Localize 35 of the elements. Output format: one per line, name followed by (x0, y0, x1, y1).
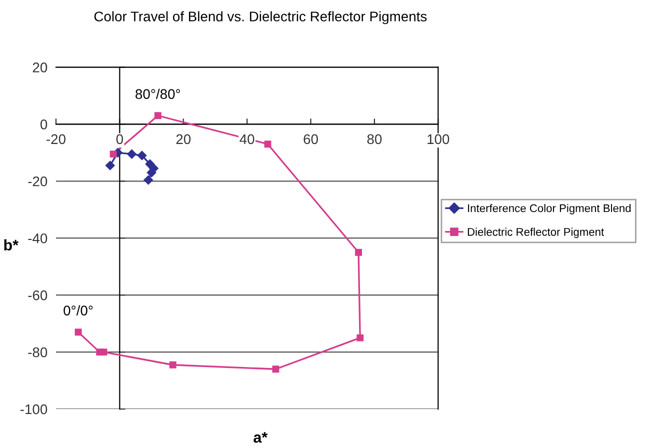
point (356, 334, 364, 342)
point (272, 366, 280, 373)
point (100, 348, 108, 356)
y-tick-label: 0 (40, 120, 48, 130)
x-tick-label: 100 (428, 134, 450, 144)
x-tick-label: 60 (304, 134, 318, 144)
y-tick-label: -80 (28, 347, 48, 358)
annotation: 0°/0° (64, 305, 93, 316)
annotation: 80°/80° (136, 88, 180, 99)
point (146, 168, 156, 178)
x-tick-label: 40 (240, 134, 254, 144)
point (110, 150, 117, 158)
point (127, 149, 136, 159)
point (106, 160, 115, 170)
point (144, 175, 153, 185)
point (137, 150, 147, 160)
chart-title: Color Travel of Blend vs. Dielectric Reflector Pigments (94, 11, 427, 24)
x-tick-label: 0 (116, 134, 123, 144)
point (264, 140, 272, 148)
y-tick-label: 20 (32, 62, 48, 72)
y-tick-label: -60 (28, 290, 48, 300)
legend-label: Interference Color Pigment Blend (468, 204, 631, 214)
legend-label: Dielectric Reflector Pigment (468, 228, 604, 238)
y-tick-label: -100 (20, 404, 48, 414)
point (355, 248, 362, 256)
point (169, 361, 176, 368)
x-tick-label: -20 (46, 134, 66, 144)
y-axis-title: b* (4, 239, 19, 250)
x-tick-label: 20 (176, 134, 191, 144)
y-tick-label: -40 (28, 233, 48, 244)
x-tick-label: 80 (367, 134, 382, 144)
point (154, 112, 162, 120)
point (74, 328, 82, 336)
y-tick-label: -20 (28, 176, 48, 186)
x-axis-title: a* (254, 432, 268, 443)
